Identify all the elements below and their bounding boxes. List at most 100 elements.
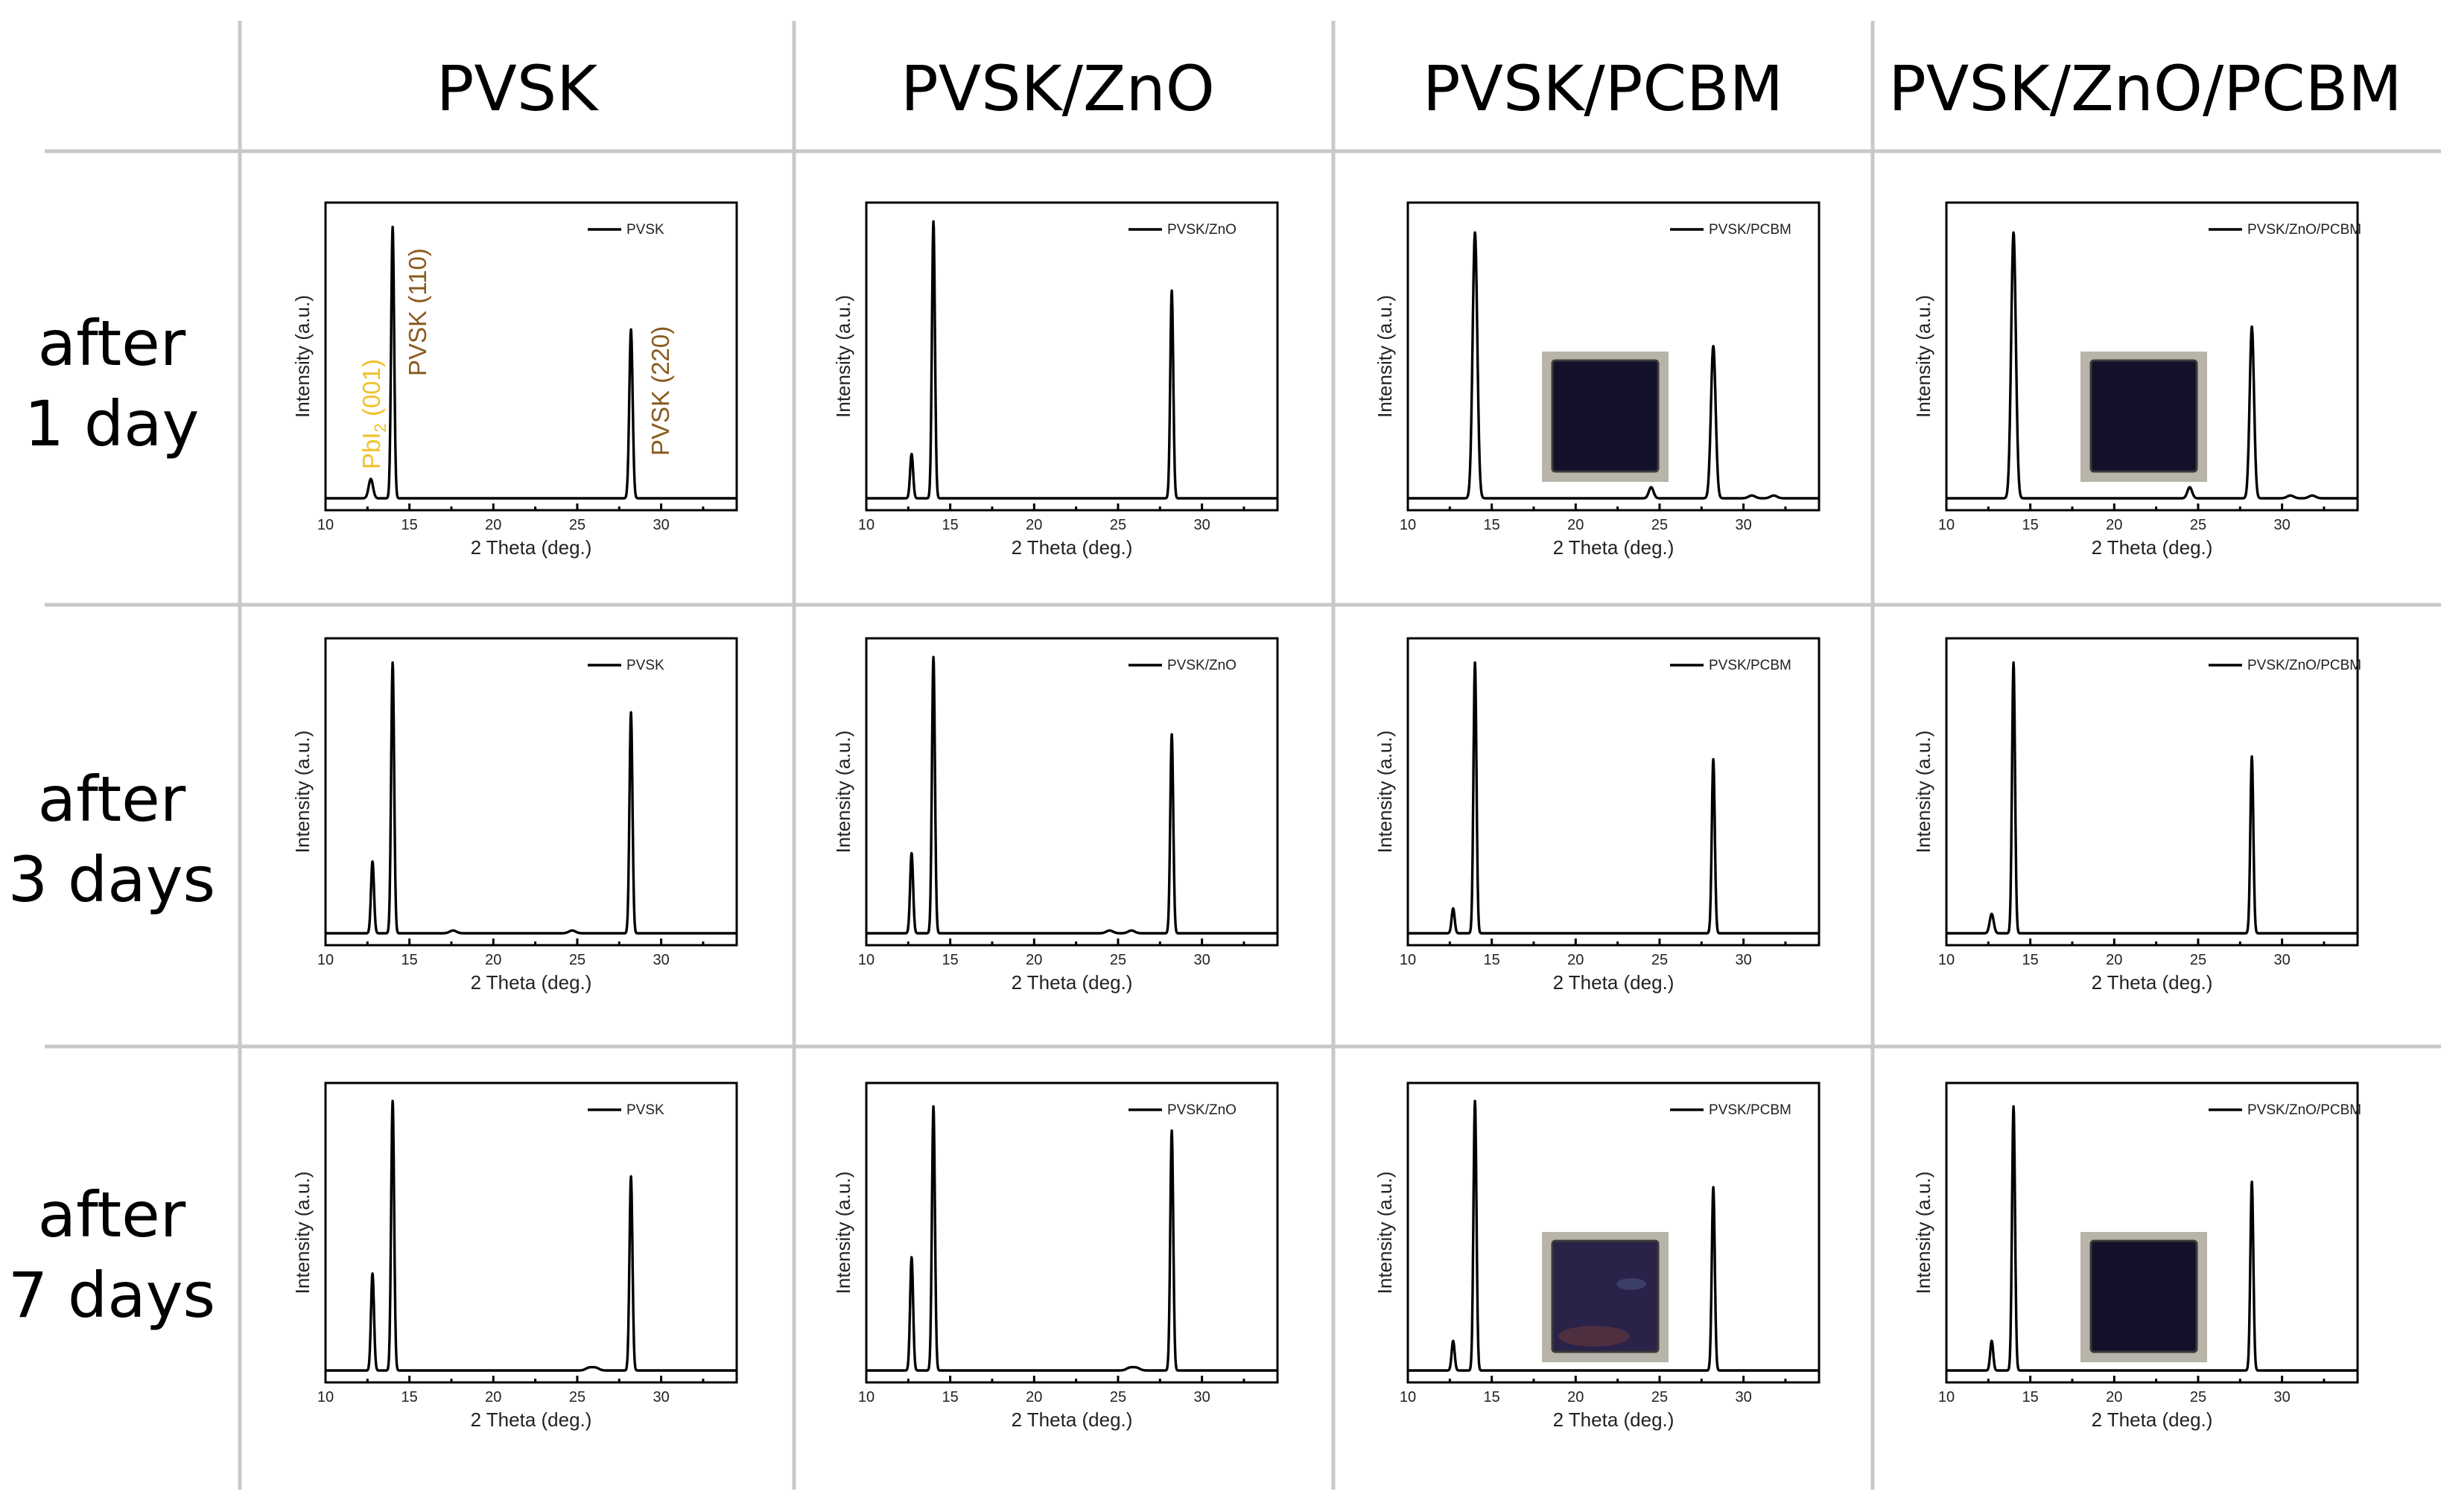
legend-label: PVSK [626,658,664,673]
x-tick-label: 25 [1110,1389,1126,1405]
x-tick-label: 30 [653,952,669,968]
xrd-panel-r3-c2: 10 15 20 25 30 2 Theta (deg.) Intensity (a.u.)… [832,1081,1279,1431]
x-tick-label: 15 [401,952,418,968]
xrd-panels: 10 15 20 25 30 2 Theta (deg.) Intensity (a.u.)… [291,201,2361,1431]
row-header-1-line1: after [38,307,186,380]
x-tick-label: 25 [1651,952,1668,968]
legend-label: PVSK/ZnO/PCBM [2247,658,2361,673]
column-headers: PVSK PVSK/ZnO PVSK/PCBM PVSK/ZnO/PCBM [437,52,2402,125]
xrd-panel-r2-c3: 10 15 20 25 30 2 Theta (deg.) Intensity (a.u.)… [1374,637,1821,994]
x-tick-label: 25 [1651,1389,1668,1405]
x-axis-label: 2 Theta (deg.) [2092,1408,2213,1431]
y-axis-label: Intensity (a.u.) [1374,295,1396,418]
x-tick-label: 20 [2106,517,2122,533]
legend-label: PVSK/PCBM [1709,1102,1791,1118]
axes-frame [324,1081,738,1384]
xrd-panel-r1-c3: 10 15 20 25 30 2 Theta (deg.) Intensity (a.u.)… [1374,201,1821,559]
x-axis-label: 2 Theta (deg.) [2092,536,2213,559]
photo-film [2089,359,2198,473]
legend-label: PVSK/ZnO [1167,658,1237,673]
y-axis-label: Intensity (a.u.) [832,1172,854,1295]
x-tick-label: 15 [2022,517,2039,533]
x-tick-label: 30 [2273,952,2290,968]
x-tick-label: 30 [1193,952,1210,968]
row-header-1-line2: 1 day [25,387,200,460]
x-tick-label: 30 [653,1389,669,1405]
x-axis-label: 2 Theta (deg.) [1012,971,1133,994]
xrd-panel-r2-c1: 10 15 20 25 30 2 Theta (deg.) Intensity (a.u.)… [291,637,738,994]
xrd-trace [1406,661,1821,935]
y-axis-label: Intensity (a.u.) [291,295,314,418]
x-tick-label: 20 [1026,517,1042,533]
axes-frame [865,1081,1279,1384]
xrd-panel-r1-c2: 10 15 20 25 30 2 Theta (deg.) Intensity (a.u.)… [832,201,1279,559]
legend-label: PVSK/PCBM [1709,222,1791,238]
x-tick-label: 15 [942,952,959,968]
x-tick-label: 25 [2190,1389,2206,1405]
x-tick-label: 10 [858,517,874,533]
x-tick-label: 25 [569,952,585,968]
xrd-panel-r2-c4: 10 15 20 25 30 2 Theta (deg.) Intensity (a.u.)… [1912,637,2361,994]
xrd-trace [1945,231,2359,500]
legend-label: PVSK/ZnO/PCBM [2247,1102,2361,1118]
x-axis-label: 2 Theta (deg.) [471,971,592,994]
x-tick-label: 25 [1110,517,1126,533]
x-tick-label: 10 [317,952,334,968]
col-header-pvsk-zno: PVSK/ZnO [901,52,1215,125]
xrd-panel-r1-c1: 10 15 20 25 30 2 Theta (deg.) Intensity (a.u.)… [291,201,738,559]
legend-label: PVSK [626,222,664,238]
xrd-trace [1945,1105,2359,1372]
xrd-trace [324,661,738,935]
x-tick-label: 25 [1110,952,1126,968]
x-tick-label: 15 [401,517,418,533]
x-tick-label: 15 [1484,952,1500,968]
x-tick-label: 10 [1400,1389,1416,1405]
x-tick-label: 20 [1026,952,1042,968]
xrd-panel-r3-c3: 10 15 20 25 30 2 Theta (deg.) Intensity (a.u.)… [1374,1081,1821,1431]
x-tick-label: 15 [942,517,959,533]
x-tick-label: 20 [485,517,501,533]
film-photo [2080,352,2207,482]
x-axis-label: 2 Theta (deg.) [1553,971,1675,994]
annotation-pbi-rest: (001) [358,359,385,423]
row-headers: after 1 day after 3 days after 7 days [8,307,215,1332]
x-axis-label: 2 Theta (deg.) [2092,971,2213,994]
x-tick-label: 20 [1567,952,1584,968]
photo-degradation-spot [1558,1326,1630,1347]
axes-frame [865,201,1279,512]
axes-frame [1945,1081,2359,1384]
x-tick-label: 30 [1735,952,1751,968]
film-photo [1542,1232,1669,1362]
x-tick-label: 10 [1938,1389,1955,1405]
x-tick-label: 10 [1400,952,1416,968]
xrd-trace [1945,661,2359,935]
x-tick-label: 25 [2190,952,2206,968]
annotation-pbi-base: PbI [358,432,385,469]
annotation-pbi2-001: PbI2 (001) [358,359,390,469]
axes-frame [1406,1081,1821,1384]
photo-degradation-spot [1616,1278,1646,1290]
y-axis-label: Intensity (a.u.) [291,1172,314,1295]
col-header-pvsk-zno-pcbm: PVSK/ZnO/PCBM [1888,52,2402,125]
annotation-pvsk-110: PVSK (110) [404,248,431,376]
xrd-trace [1406,231,1821,500]
row-header-3-line2: 3 days [8,843,215,916]
film-photo [2080,1232,2207,1362]
axes-frame [865,637,1279,947]
y-axis-label: Intensity (a.u.) [1374,731,1396,854]
x-tick-label: 15 [2022,952,2039,968]
col-header-pvsk: PVSK [437,52,599,125]
legend-label: PVSK/ZnO/PCBM [2247,222,2361,238]
x-axis-label: 2 Theta (deg.) [1012,1408,1133,1431]
x-tick-label: 20 [1567,517,1584,533]
x-tick-label: 10 [1938,952,1955,968]
y-axis-label: Intensity (a.u.) [291,731,314,854]
x-tick-label: 15 [1484,517,1500,533]
x-tick-label: 15 [2022,1389,2039,1405]
x-tick-label: 10 [858,1389,874,1405]
x-tick-label: 30 [653,517,669,533]
y-axis-label: Intensity (a.u.) [832,295,854,418]
xrd-trace [865,1105,1279,1372]
row-header-7-line2: 7 days [8,1259,215,1332]
